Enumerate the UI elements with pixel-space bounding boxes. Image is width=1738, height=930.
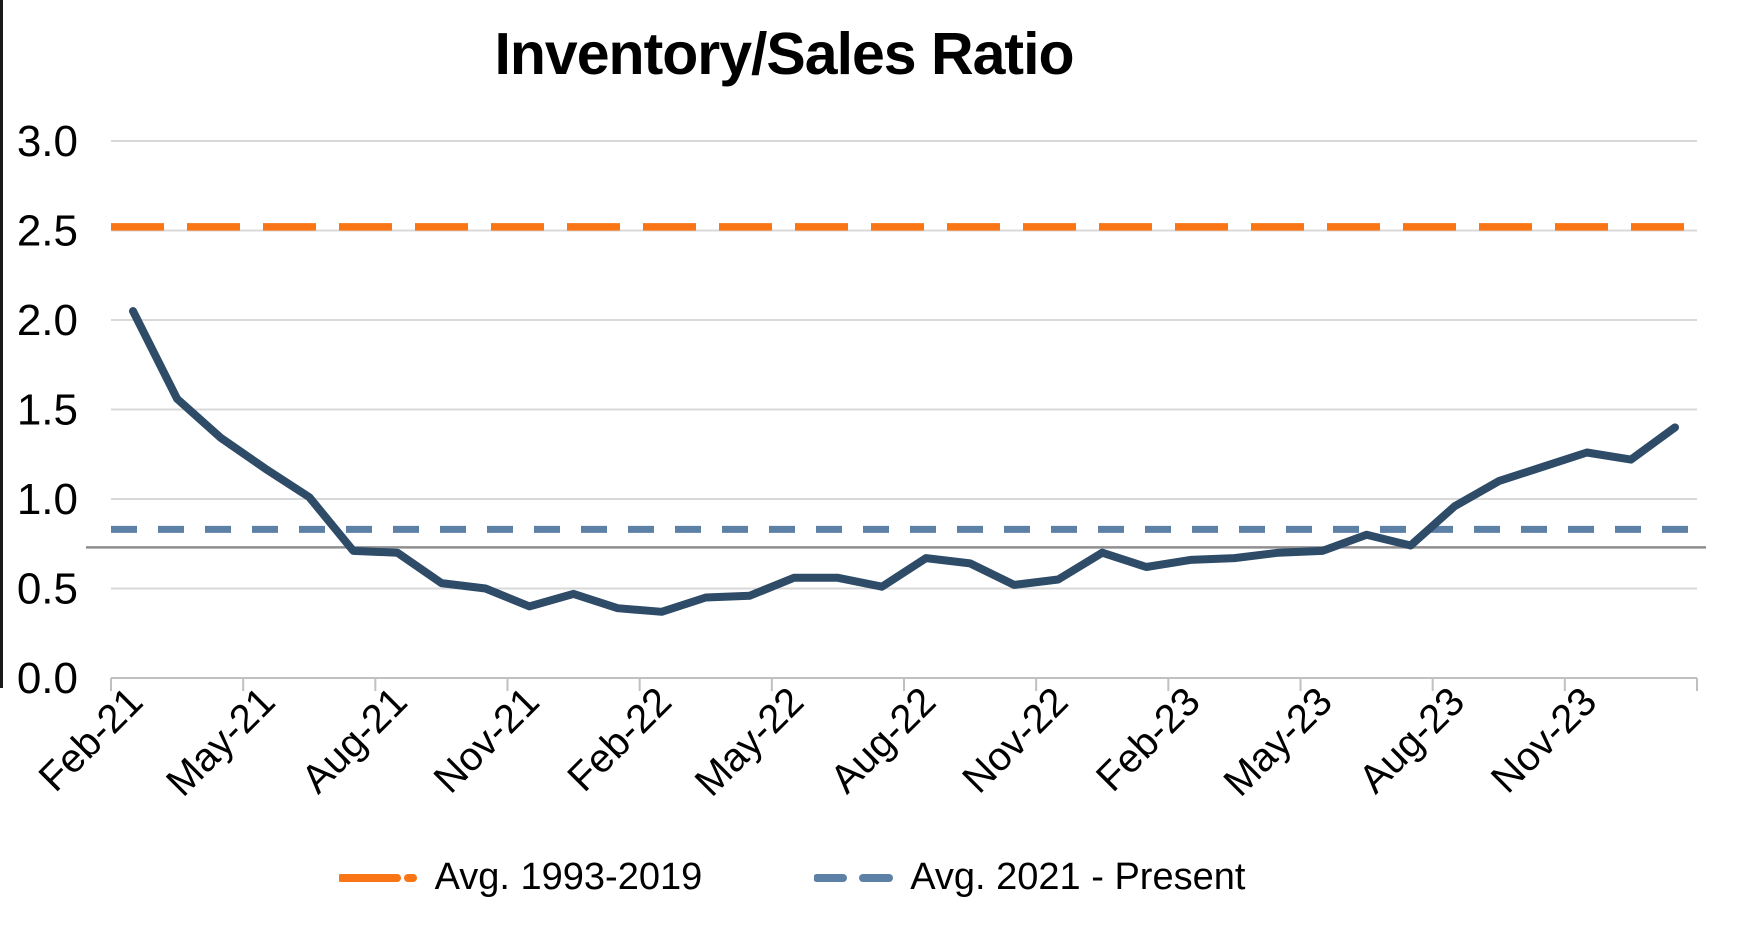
x-tick-label-May-21: May-21 xyxy=(158,679,283,804)
x-tick-label-Nov-23: Nov-23 xyxy=(1483,679,1605,801)
chart-title: Inventory/Sales Ratio xyxy=(494,21,1074,87)
y-tick-label-0.0: 0.0 xyxy=(17,654,78,703)
y-tick-label-2.0: 2.0 xyxy=(17,296,78,345)
x-tick-label-Aug-23: Aug-23 xyxy=(1351,679,1473,801)
legend-label-avg-2021-present: Avg. 2021 - Present xyxy=(910,856,1246,898)
legend-label-avg-1993-2019: Avg. 1993-2019 xyxy=(434,856,703,898)
legend-item-avg-2021-present: Avg. 2021 - Present xyxy=(814,856,1245,899)
y-tick-label-1.5: 1.5 xyxy=(17,386,78,435)
x-tick-label-Nov-22: Nov-22 xyxy=(954,679,1076,801)
x-tick-label-Aug-21: Aug-21 xyxy=(293,679,415,801)
y-tick-label-0.5: 0.5 xyxy=(17,565,78,614)
legend: Avg. 1993-2019 Avg. 2021 - Present xyxy=(0,856,1661,899)
x-tick-label-May-23: May-23 xyxy=(1215,679,1340,804)
legend-item-avg-1993-2019: Avg. 1993-2019 xyxy=(338,856,703,899)
y-tick-label-3.0: 3.0 xyxy=(17,117,78,166)
x-tick-label-Nov-21: Nov-21 xyxy=(426,679,548,801)
blue-dash-marker xyxy=(814,873,894,882)
x-tick-label-May-22: May-22 xyxy=(687,679,812,804)
x-tick-label-Feb-22: Feb-22 xyxy=(559,679,680,800)
y-tick-label-1.0: 1.0 xyxy=(17,475,78,524)
x-tick-label-Feb-23: Feb-23 xyxy=(1088,679,1209,800)
x-tick-label-Aug-22: Aug-22 xyxy=(822,679,944,801)
series-line-inventory-sales-ratio xyxy=(129,307,1679,616)
left-edge-line xyxy=(0,0,3,688)
orange-dash-dot-marker xyxy=(338,873,417,882)
y-tick-label-2.5: 2.5 xyxy=(17,207,78,256)
